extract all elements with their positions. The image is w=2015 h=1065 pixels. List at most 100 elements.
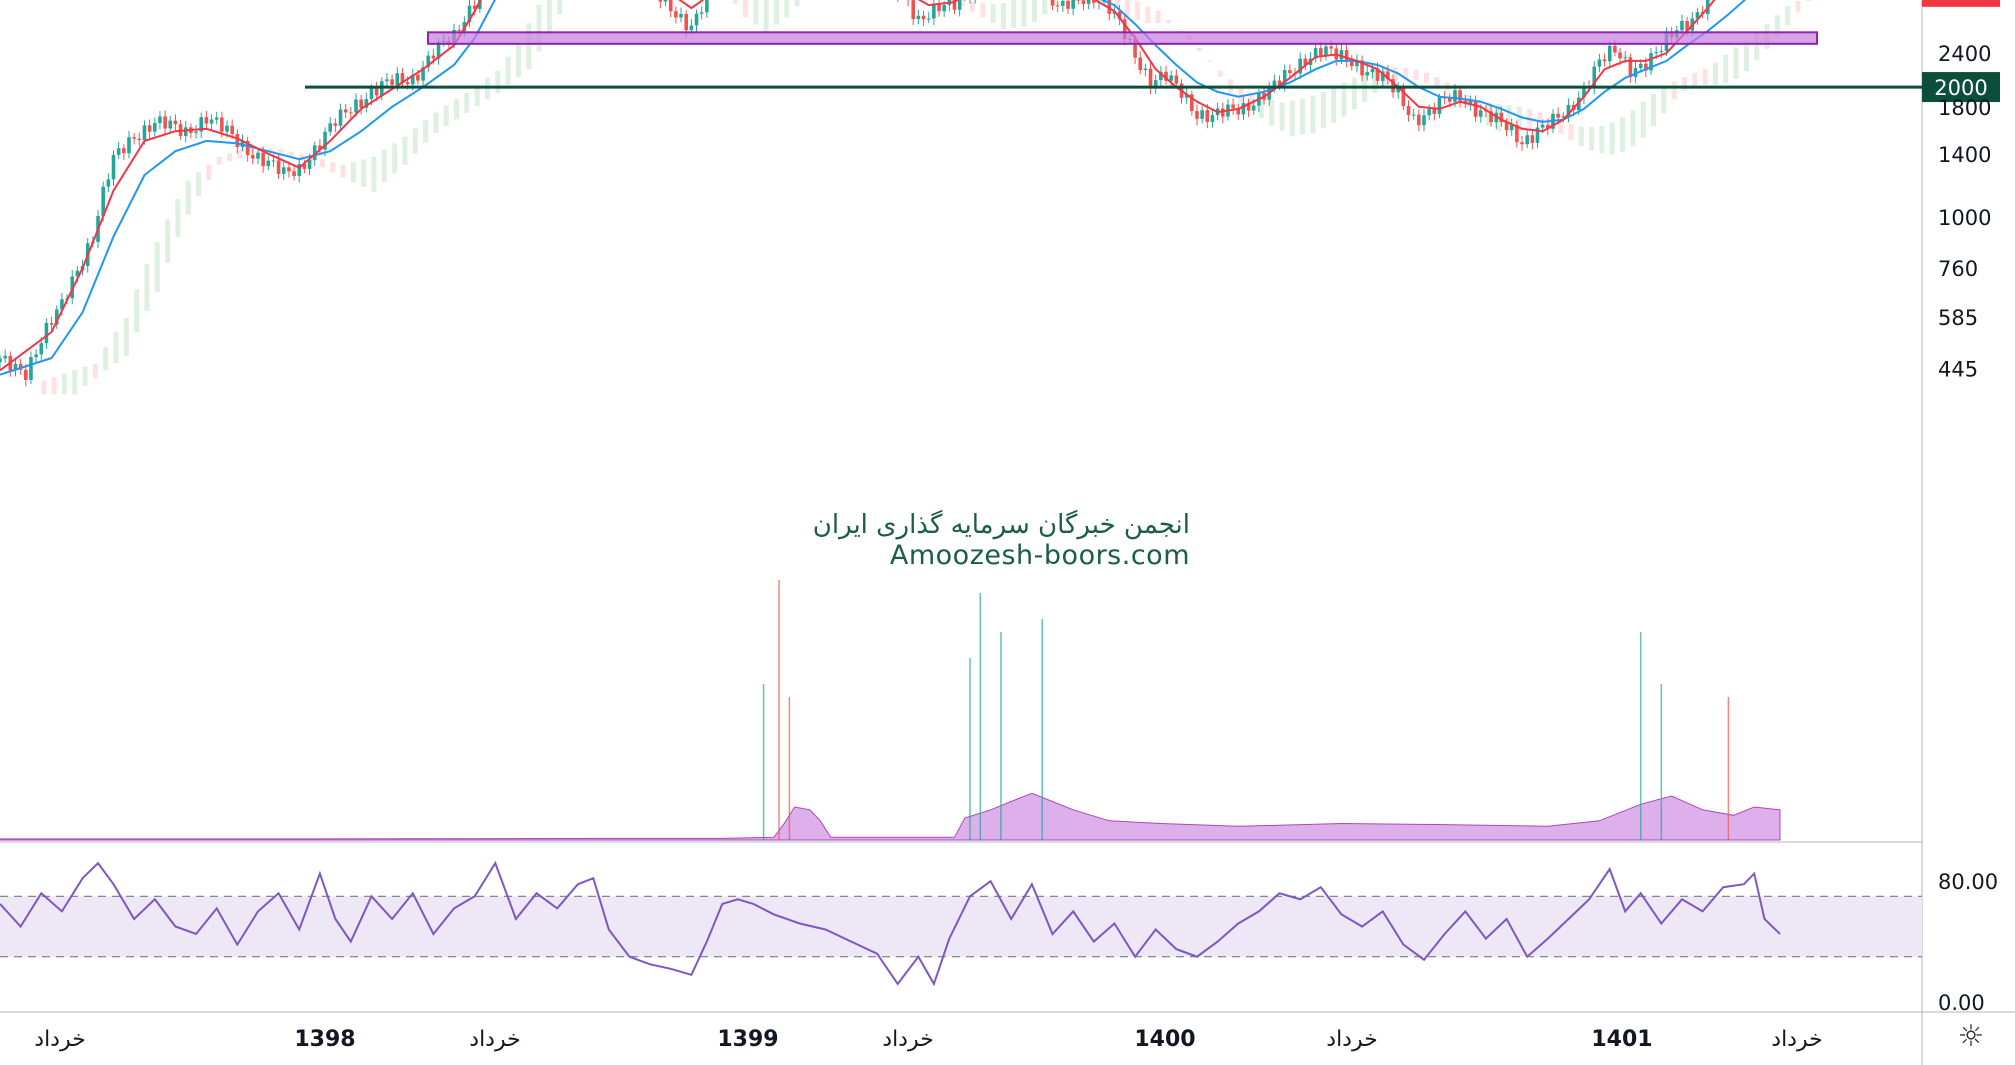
cloud-segment (247, 146, 253, 156)
cloud-segment (92, 363, 98, 379)
cloud-segment (1681, 77, 1687, 92)
candle-body (1417, 114, 1421, 126)
cloud-segment (546, 0, 552, 36)
candle-body (1061, 0, 1065, 6)
cloud-segment (72, 370, 78, 395)
candle-body (39, 343, 44, 355)
candle-body (658, 0, 663, 2)
candle-body (1184, 94, 1189, 98)
cloud-segment (1589, 127, 1595, 151)
cloud-segment (216, 156, 222, 165)
candle-body (1644, 63, 1648, 71)
rsi-tick-label: 0.00 (1938, 991, 1985, 1015)
rsi-line (0, 860, 1781, 987)
cloud-segment (1712, 62, 1718, 85)
cloud-segment (969, 1, 975, 12)
candle-body (916, 15, 921, 20)
candle-body (343, 109, 348, 113)
candle-body (1582, 86, 1586, 98)
cloud-segment (753, 0, 759, 25)
ma-fast-line (0, 0, 1716, 372)
candle-body (911, 0, 916, 20)
candle-body (163, 116, 167, 129)
candle-body (302, 163, 307, 169)
candle-body (1478, 110, 1483, 117)
cloud-segment (134, 289, 140, 333)
cloud-segment (154, 242, 160, 293)
cloud-segment (443, 105, 449, 126)
cloud-segment (1269, 99, 1275, 126)
candle-body (1313, 48, 1318, 59)
candle-body (705, 0, 709, 13)
ma-slow-line (0, 0, 1747, 376)
cloud-segment (557, 0, 563, 15)
candle-body (942, 4, 946, 12)
cloud-segment (1196, 48, 1202, 52)
candle-body (1613, 45, 1617, 53)
candle-body (1530, 135, 1535, 143)
candle-body (1489, 111, 1493, 123)
candle-body (1375, 68, 1380, 81)
cloud-segment (1176, 28, 1182, 30)
candle-body (338, 109, 343, 126)
candle-body (266, 160, 271, 167)
candle-body (668, 0, 673, 12)
cloud-segment (1516, 106, 1522, 131)
candle-body (1210, 115, 1215, 122)
candle-body (1086, 0, 1091, 4)
candle-body (1659, 51, 1664, 53)
cloud-segment (1743, 40, 1749, 72)
cloud-segment (144, 264, 150, 312)
cloud-segment (1011, 0, 1017, 28)
candle-body (158, 116, 162, 124)
time-axis-label: خرداد (882, 1027, 933, 1052)
cloud-segment (505, 56, 511, 85)
candle-body (1607, 45, 1612, 62)
cloud-segment (1620, 117, 1626, 153)
cloud-segment (361, 159, 367, 187)
candle-body (1437, 97, 1442, 114)
cloud-segment (423, 120, 429, 143)
cloud-segment (1042, 0, 1048, 14)
candle-body (173, 120, 178, 125)
candle-body (1344, 50, 1349, 61)
cloud-segment (1558, 120, 1564, 134)
candle-body (1520, 142, 1524, 145)
candle-body (385, 79, 389, 82)
candle-body (1468, 101, 1473, 105)
candle-body (287, 167, 291, 172)
cloud-segment (784, 0, 790, 18)
cloud-segment (1795, 0, 1801, 13)
candle-body (29, 357, 33, 380)
cloud-segment (1207, 60, 1213, 62)
candle-body (1200, 110, 1204, 119)
gear-icon[interactable]: ☼ (1957, 1019, 1985, 1054)
cloud-segment (1702, 68, 1708, 85)
candle-body (1220, 108, 1225, 117)
candle-body (60, 299, 64, 310)
candle-body (127, 137, 131, 154)
cloud-segment (1805, 0, 1811, 2)
candle-body (1509, 125, 1514, 131)
candle-body (122, 148, 126, 154)
candle-body (13, 363, 18, 371)
candle-body (1133, 38, 1137, 58)
level-tag-box (1922, 72, 2000, 103)
cloud-segment (1651, 93, 1657, 127)
candle-body (1566, 104, 1571, 117)
candle-body (251, 155, 255, 159)
cloud-segment (1485, 102, 1491, 126)
cloud-segment (82, 366, 88, 386)
cloud-segment (433, 112, 439, 133)
cloud-segment (1217, 70, 1223, 77)
candle-body (137, 138, 142, 141)
candle-body (230, 125, 234, 135)
candle-body (297, 163, 302, 177)
level-price-tag: 2000 (1922, 72, 2000, 103)
cloud-segment (1279, 102, 1285, 131)
candle-body (271, 160, 276, 162)
candle-body (292, 171, 296, 177)
candle-body (1272, 80, 1277, 87)
candle-body (75, 270, 80, 277)
